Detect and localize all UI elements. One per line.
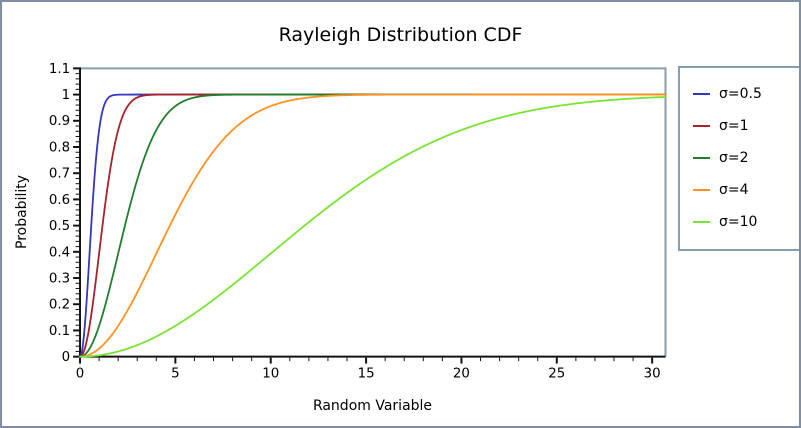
y-tick-label: 0.5: [49, 219, 70, 234]
curve-σ=10: [79, 96, 667, 358]
plot-frame: [79, 67, 667, 357]
x-tick-label: 5: [171, 366, 179, 381]
legend-swatch: [693, 93, 710, 95]
legend-item-σ=4: σ=4: [693, 174, 799, 206]
y-tick-label: 0.9: [49, 114, 70, 129]
y-tick-label: 0.3: [49, 271, 70, 286]
curve-σ=0.5: [79, 93, 667, 358]
legend-item-σ=0.5: σ=0.5: [693, 78, 799, 110]
x-tick-label: 20: [453, 366, 470, 381]
legend-label: σ=0.5: [719, 86, 762, 102]
legend-label: σ=1: [719, 118, 749, 134]
legend-swatch: [693, 125, 710, 127]
legend-item-σ=10: σ=10: [693, 206, 799, 238]
x-tick-label: 30: [644, 366, 661, 381]
x-tick-label: 15: [358, 366, 375, 381]
legend-swatch: [693, 189, 710, 191]
legend-label: σ=10: [719, 214, 758, 230]
legend-label: σ=2: [719, 150, 749, 166]
legend-swatch: [693, 157, 710, 159]
legend-item-σ=2: σ=2: [693, 142, 799, 174]
x-tick-label: 0: [76, 366, 85, 381]
y-axis-label: Probability: [14, 174, 30, 250]
legend-swatch: [693, 221, 710, 223]
y-tick-label: 0.6: [49, 193, 70, 208]
y-tick-label: 0.4: [49, 245, 70, 260]
y-tick-label: 0: [62, 350, 70, 365]
legend-item-σ=1: σ=1: [693, 110, 799, 142]
x-tick-label: 10: [262, 366, 279, 381]
y-tick-label: 0.2: [49, 298, 70, 313]
x-axis-label: Random Variable: [312, 398, 433, 414]
curve-σ=1: [79, 93, 667, 358]
y-tick-label: 1: [62, 88, 70, 103]
y-tick-label: 0.1: [49, 324, 70, 339]
y-tick-label: 0.7: [49, 167, 70, 182]
curve-σ=4: [79, 93, 667, 358]
x-tick-label: 25: [548, 366, 565, 381]
chart-title: Rayleigh Distribution CDF: [278, 24, 523, 46]
y-tick-label: 1.1: [49, 62, 70, 77]
legend-label: σ=4: [719, 182, 749, 198]
legend: σ=0.5 σ=1 σ=2 σ=4 σ=10: [678, 66, 799, 251]
curve-σ=2: [79, 93, 667, 358]
y-tick-label: 0.8: [49, 140, 70, 155]
